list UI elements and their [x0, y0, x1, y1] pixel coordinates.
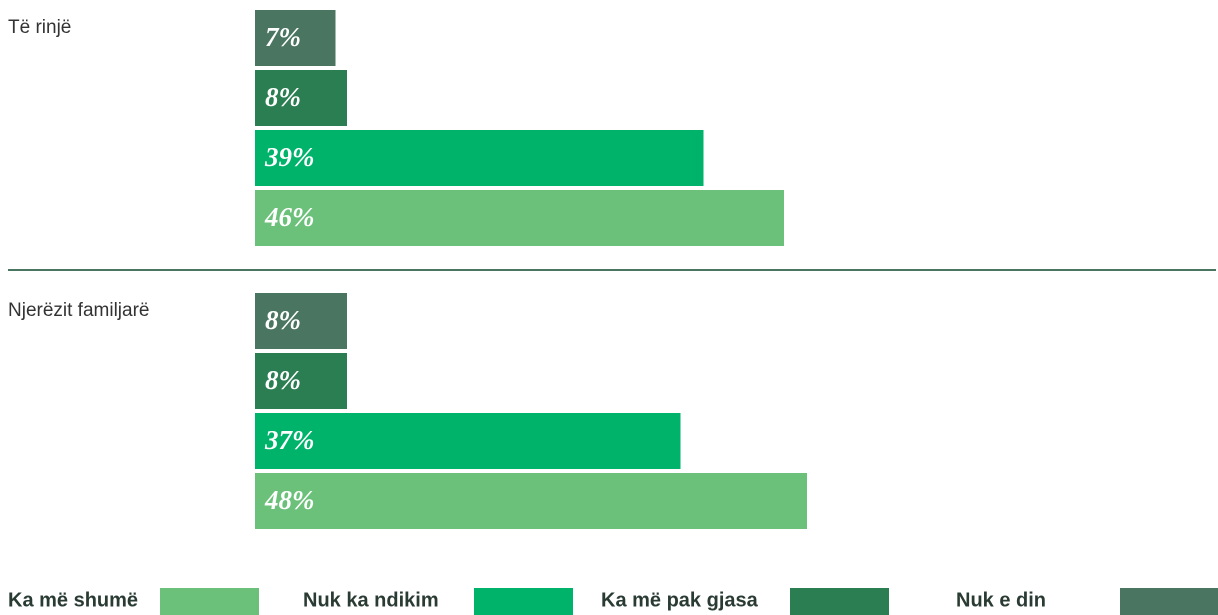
value-label: 48% — [264, 485, 315, 515]
legend-label: Nuk ka ndikim — [303, 589, 439, 611]
bar — [255, 130, 704, 186]
legend-swatch — [790, 588, 889, 615]
value-label: 7% — [265, 22, 301, 52]
value-label: 8% — [265, 82, 301, 112]
bar — [255, 353, 347, 409]
legend-swatch — [474, 588, 573, 615]
legend-label: Nuk e din — [956, 589, 1046, 611]
bar — [255, 190, 784, 246]
value-label: 46% — [264, 202, 315, 232]
legend-label: Ka më shumë — [8, 589, 138, 611]
category-label: Njerëzit familjarë — [8, 300, 149, 321]
bar — [255, 10, 336, 66]
bar — [255, 70, 347, 126]
value-label: 8% — [265, 365, 301, 395]
legend-swatch — [1120, 588, 1218, 615]
bar — [255, 293, 347, 349]
legend-label: Ka më pak gjasa — [601, 589, 759, 611]
value-label: 37% — [264, 425, 315, 455]
bar — [255, 413, 681, 469]
category-label: Të rinjë — [8, 17, 71, 38]
value-label: 8% — [265, 305, 301, 335]
bar — [255, 473, 807, 529]
value-label: 39% — [264, 142, 315, 172]
legend-swatch — [160, 588, 259, 615]
